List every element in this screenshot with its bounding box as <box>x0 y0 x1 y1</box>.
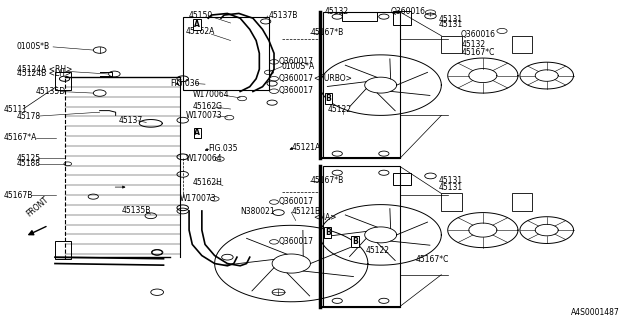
Text: Q360017: Q360017 <box>278 86 314 95</box>
Text: B: B <box>325 94 331 103</box>
Bar <box>442 36 462 53</box>
Bar <box>182 17 269 90</box>
Text: 45135B: 45135B <box>122 206 152 215</box>
Text: Q360016: Q360016 <box>390 7 425 16</box>
Text: FRONT: FRONT <box>25 195 51 219</box>
Text: 45121B: 45121B <box>291 207 321 216</box>
Text: 45137B: 45137B <box>269 11 298 20</box>
Text: 45150: 45150 <box>189 11 213 20</box>
Text: 45135D: 45135D <box>36 87 66 96</box>
Bar <box>342 12 378 21</box>
Text: W170064: W170064 <box>192 90 229 99</box>
Text: 45162A: 45162A <box>186 27 215 36</box>
Text: 45122: 45122 <box>366 246 390 255</box>
Text: Q360017: Q360017 <box>278 237 314 246</box>
Text: 45178: 45178 <box>17 112 41 121</box>
Text: Q360017: Q360017 <box>278 74 314 83</box>
Text: 45131: 45131 <box>438 183 462 192</box>
Text: A: A <box>195 128 200 137</box>
Text: Q360016: Q360016 <box>461 30 495 39</box>
Text: FIG.035: FIG.035 <box>208 144 237 153</box>
Text: Q360017: Q360017 <box>278 197 314 206</box>
Text: B: B <box>352 237 358 246</box>
Text: 45131: 45131 <box>438 15 462 24</box>
Text: 45121A: 45121A <box>291 143 321 152</box>
Text: 45167*B: 45167*B <box>310 176 344 185</box>
Text: 45137: 45137 <box>119 116 143 125</box>
Text: Q360017: Q360017 <box>278 57 314 66</box>
Bar <box>323 12 400 158</box>
Bar <box>394 11 412 25</box>
Text: 0100S*A: 0100S*A <box>282 61 315 70</box>
Text: 45125: 45125 <box>17 154 41 163</box>
Text: 45188: 45188 <box>17 159 41 168</box>
Text: A4S0001487: A4S0001487 <box>572 308 620 317</box>
Bar <box>55 241 71 259</box>
Bar <box>511 194 532 211</box>
Text: 45131: 45131 <box>438 176 462 185</box>
Text: 45132: 45132 <box>462 40 486 49</box>
Text: 45111: 45111 <box>4 105 28 114</box>
Text: 45124A <RH>: 45124A <RH> <box>17 65 72 74</box>
Bar <box>442 194 462 211</box>
Bar <box>55 72 71 90</box>
Bar <box>394 173 412 186</box>
Text: 45167B: 45167B <box>4 190 33 200</box>
Text: 45132: 45132 <box>324 7 349 16</box>
Text: 45124B <LH>: 45124B <LH> <box>17 69 71 78</box>
Text: W170073: W170073 <box>179 194 216 203</box>
Text: 0100S*B: 0100S*B <box>17 42 50 52</box>
Text: 45131: 45131 <box>438 20 462 29</box>
Text: 45167*C: 45167*C <box>416 255 449 264</box>
Text: B: B <box>324 228 330 237</box>
Text: 45167*B: 45167*B <box>310 28 344 37</box>
Bar <box>323 166 400 307</box>
Text: 45162G: 45162G <box>192 102 222 111</box>
Text: 45162H: 45162H <box>192 178 222 187</box>
Text: N380021: N380021 <box>240 207 275 216</box>
Text: <NA>: <NA> <box>314 213 337 222</box>
Text: W170073: W170073 <box>186 111 223 120</box>
Text: <TURBO>: <TURBO> <box>314 74 353 83</box>
Text: 45167*C: 45167*C <box>462 48 495 57</box>
Text: FIG.036: FIG.036 <box>170 79 200 88</box>
Text: 45122: 45122 <box>328 105 351 114</box>
Text: 45167*A: 45167*A <box>4 133 37 142</box>
Text: W170064: W170064 <box>186 154 223 163</box>
Bar <box>511 36 532 53</box>
Text: A: A <box>194 20 200 29</box>
